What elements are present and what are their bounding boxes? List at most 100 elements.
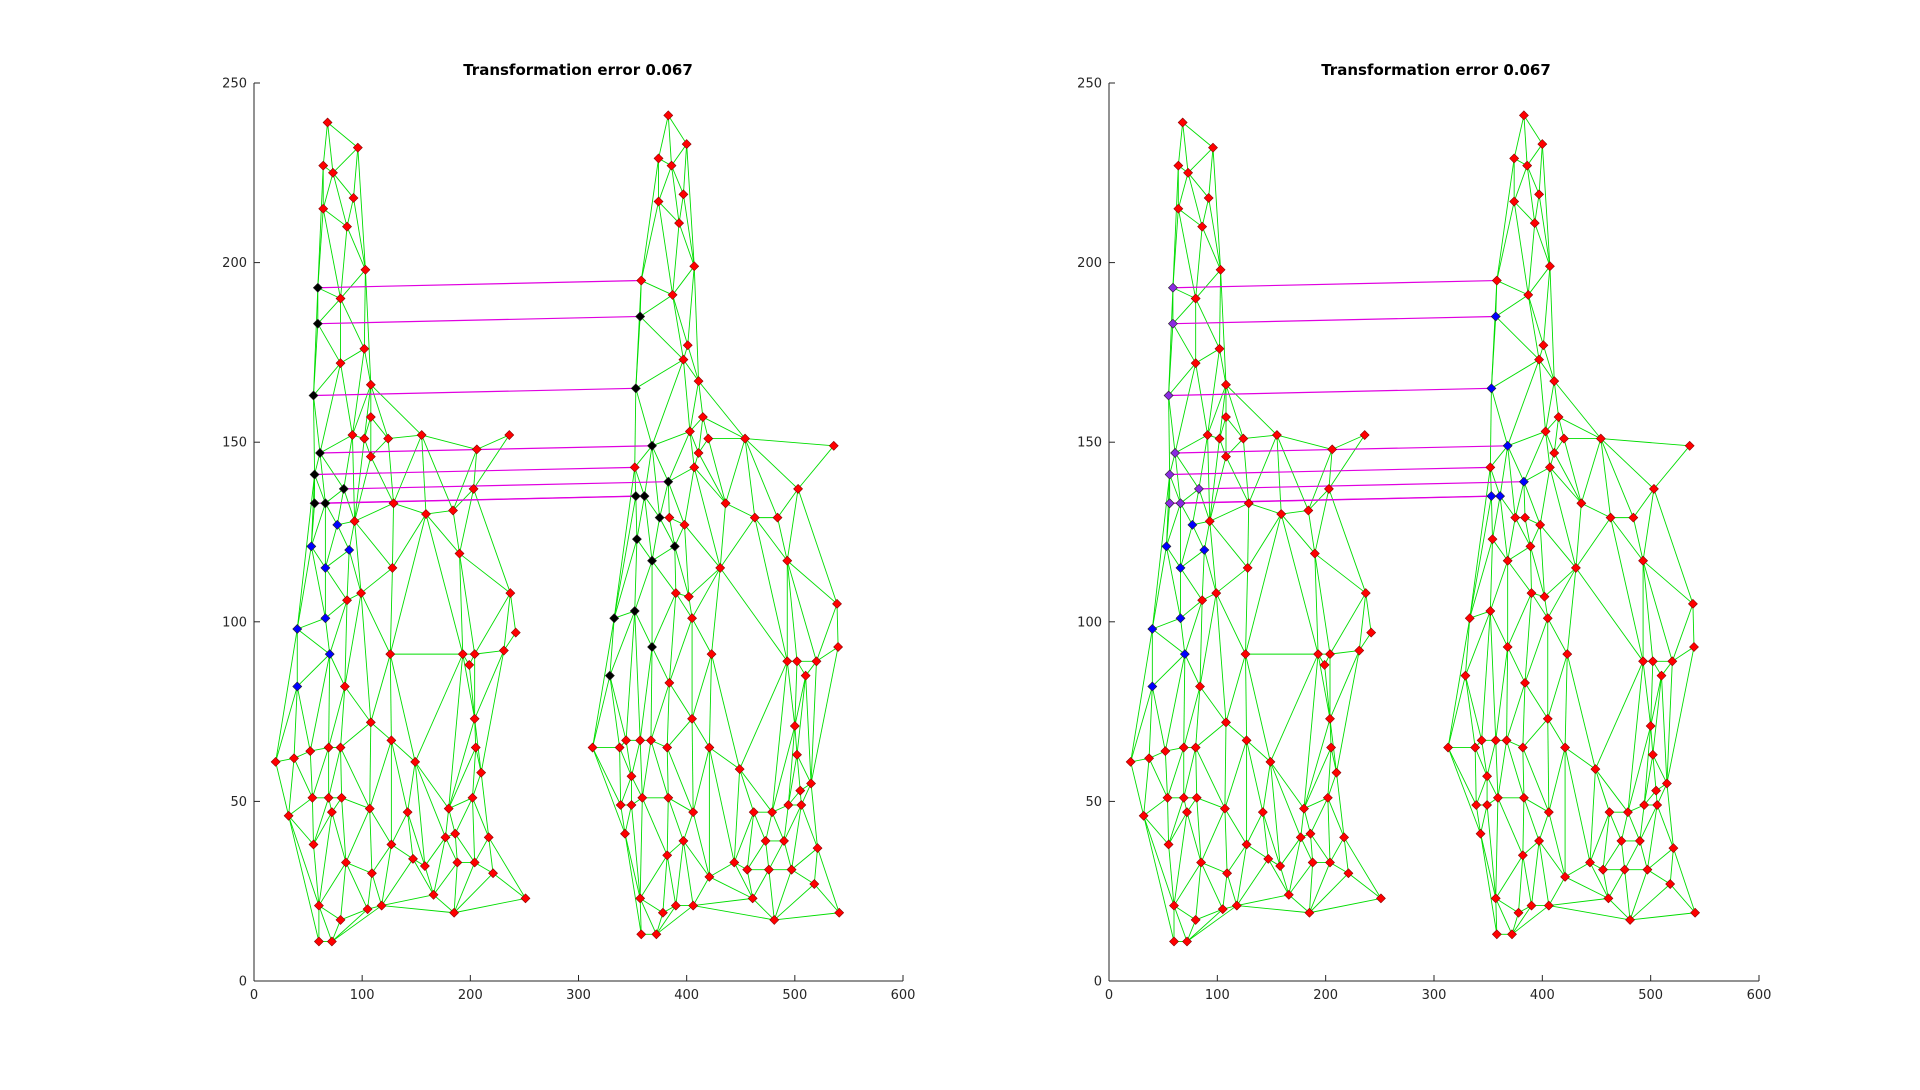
- mesh-edge-left: [370, 438, 389, 457]
- mesh-edge-left: [1328, 449, 1333, 489]
- mesh-edge-right: [609, 675, 627, 741]
- y-tick-label: 100: [1077, 615, 1102, 630]
- mesh-edge-left: [336, 488, 345, 525]
- mesh-edge-right: [624, 804, 632, 834]
- mesh-edge-left: [1288, 894, 1310, 914]
- mesh-edge-left: [317, 165, 324, 288]
- mesh-edge-right: [794, 661, 798, 726]
- mesh-edge-left: [1186, 908, 1224, 942]
- mesh-edge-left: [329, 600, 348, 655]
- feature-point: [1523, 290, 1534, 300]
- feature-point: [313, 900, 324, 911]
- feature-point: [498, 645, 509, 656]
- mesh-edge-right: [1646, 804, 1658, 870]
- chart-panel-right: Transformation error 0.067 0 100 200 300 400…: [1077, 61, 1771, 1003]
- mesh-edge-right: [1566, 567, 1577, 655]
- mesh-edge-left: [1248, 502, 1282, 515]
- mesh-edge-left: [1208, 197, 1222, 270]
- feature-point: [720, 498, 731, 509]
- mesh-edge-right: [1544, 567, 1577, 597]
- mesh-edge-left: [1168, 362, 1197, 396]
- mesh-edge-left: [1151, 546, 1167, 630]
- mesh-edge-left: [1172, 287, 1196, 299]
- feature-point: [812, 843, 823, 854]
- feature-point: [621, 735, 632, 746]
- mesh-edge-left: [1224, 808, 1228, 874]
- mesh-edge-left: [1329, 650, 1360, 719]
- feature-point: [1144, 753, 1155, 764]
- feature-point: [747, 893, 758, 904]
- feature-point: [336, 792, 347, 803]
- feature-point: [1549, 448, 1560, 458]
- mesh-edge-left: [474, 592, 511, 655]
- mesh-edge-left: [360, 567, 393, 594]
- feature-point: [1182, 936, 1192, 947]
- mesh-edge-left: [425, 510, 454, 515]
- mesh-edge-right: [634, 560, 653, 612]
- feature-point: [1560, 871, 1571, 882]
- mesh-edge-left: [1336, 772, 1345, 838]
- mesh-edge-left: [296, 653, 331, 687]
- mesh-edge-left: [1151, 474, 1171, 630]
- mesh-edge-left: [313, 395, 321, 454]
- feature-point: [352, 142, 363, 153]
- mesh-edge-right: [656, 905, 694, 935]
- feature-point: [828, 440, 839, 451]
- feature-point: [767, 807, 778, 818]
- mesh-edge-right: [636, 496, 645, 540]
- mesh-edge-left: [1203, 521, 1211, 551]
- mesh-edge-right: [1495, 855, 1524, 899]
- feature-point: [1283, 889, 1294, 900]
- mesh-edge-right: [765, 840, 770, 870]
- mesh-edge-left: [1314, 553, 1319, 655]
- mesh-edge-right: [777, 488, 799, 518]
- mesh-edge-left: [344, 592, 362, 687]
- feature-point: [1326, 742, 1337, 753]
- mesh-edge-left: [1224, 722, 1227, 809]
- mesh-edge-left: [293, 686, 298, 759]
- mesh-edge-left: [1330, 747, 1337, 773]
- mesh-edge-left: [1152, 628, 1186, 655]
- feature-point: [1522, 160, 1533, 171]
- feature-point: [1240, 649, 1251, 660]
- mesh-edge-left: [313, 362, 341, 396]
- mesh-edge-right: [1495, 797, 1499, 899]
- mesh-edge-left: [1199, 592, 1217, 687]
- mesh-edge-left: [1169, 474, 1181, 504]
- mesh-edge-left: [346, 226, 366, 270]
- mesh-edge-right: [667, 115, 688, 145]
- feature-point: [365, 412, 376, 422]
- mesh-edge-left: [354, 502, 394, 522]
- feature-point: [1359, 430, 1370, 440]
- feature-point: [1190, 915, 1201, 925]
- matched-point: [1167, 318, 1178, 329]
- mesh-edge-left: [325, 599, 348, 619]
- mesh-edge-left: [1180, 503, 1193, 526]
- feature-point: [833, 642, 844, 652]
- feature-point: [283, 810, 294, 821]
- mesh-edge-right: [702, 416, 746, 440]
- mesh-edge-right: [592, 618, 615, 748]
- mesh-edge-right: [1595, 661, 1644, 770]
- feature-point: [1183, 167, 1194, 178]
- mesh-edge-left: [344, 600, 348, 687]
- mesh-edge-left: [327, 122, 359, 149]
- feature-point: [1543, 807, 1554, 818]
- mesh-edge-right: [1553, 380, 1602, 439]
- mesh-edge-right: [1531, 840, 1540, 906]
- mesh-edge-left: [343, 434, 353, 489]
- mesh-edges: [1130, 115, 1696, 942]
- region-point: [332, 519, 343, 530]
- mesh-edge-left: [1200, 862, 1228, 874]
- mesh-edge-left: [332, 172, 348, 227]
- mesh-edge-left: [319, 434, 353, 454]
- feature-point: [1656, 670, 1667, 681]
- mesh-edge-right: [641, 740, 652, 798]
- mesh-edge-right: [634, 467, 637, 497]
- mesh-edge-left: [1309, 872, 1349, 914]
- mesh-edge-left: [1236, 894, 1289, 907]
- feature-point: [1215, 264, 1226, 275]
- feature-point: [1539, 591, 1550, 602]
- shape-nodes: [1125, 110, 1701, 947]
